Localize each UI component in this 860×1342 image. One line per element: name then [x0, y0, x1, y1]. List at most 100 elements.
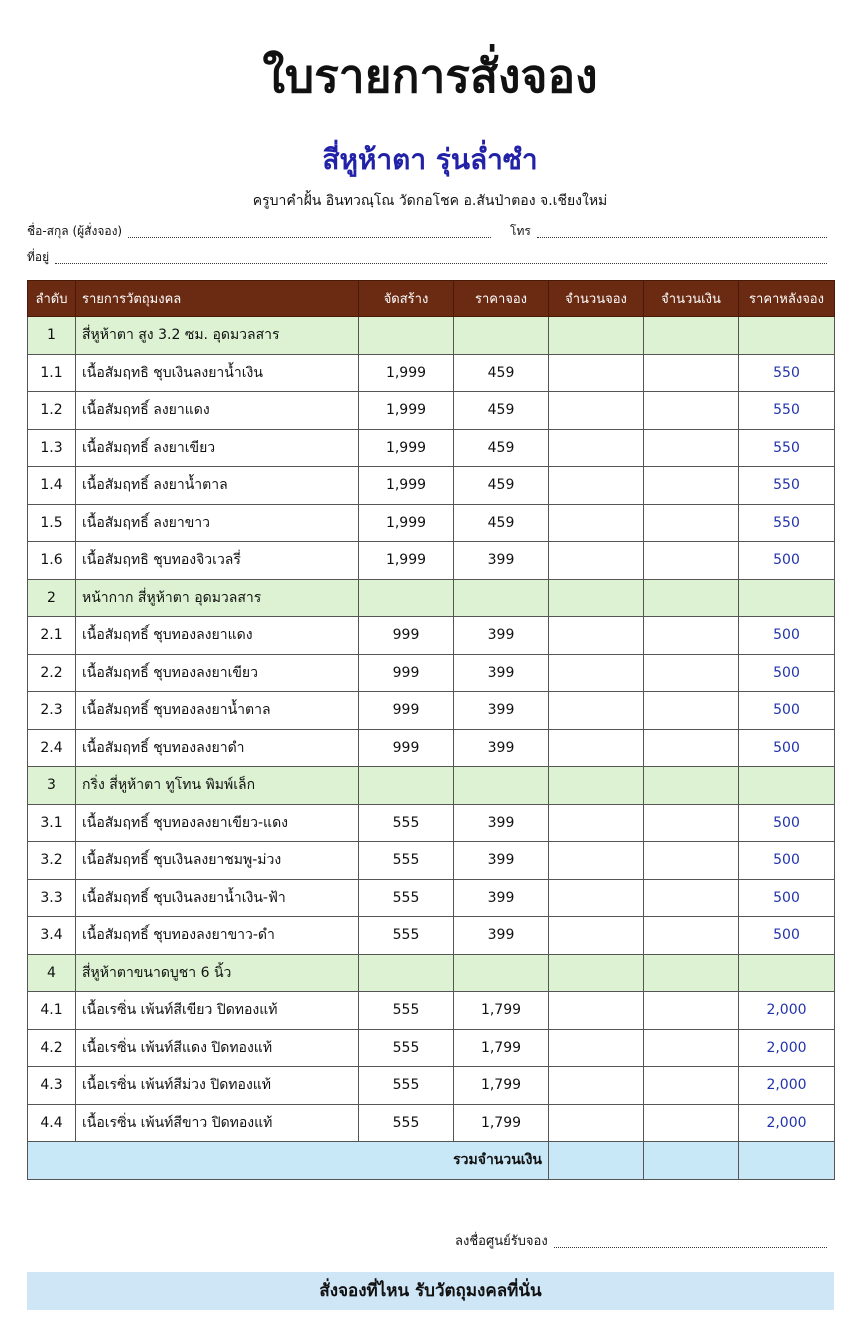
total-cell[interactable]	[738, 1141, 835, 1180]
signature-field[interactable]: ลงชื่อศูนย์รับจอง	[455, 1230, 833, 1251]
item-name: เนื้อสัมฤทธิ์ ชุบทองลงยาขาว-ดำ	[75, 916, 359, 955]
address-field[interactable]: ที่อยู่	[27, 248, 833, 267]
amount-cell[interactable]	[643, 803, 739, 842]
quantity-cell[interactable]	[548, 653, 644, 692]
quantity-cell[interactable]	[548, 916, 644, 955]
name-field[interactable]: ชื่อ-สกุล (ผู้สั่งจอง)	[27, 222, 497, 241]
amount-cell[interactable]	[643, 841, 739, 880]
booking-price: 459	[453, 353, 549, 392]
amount-cell[interactable]	[643, 503, 739, 542]
amount-cell[interactable]	[643, 353, 739, 392]
name-label: ชื่อ-สกุล (ผู้สั่งจอง)	[27, 224, 123, 238]
amount-cell[interactable]	[643, 578, 739, 617]
table-row: 2.1 เนื้อสัมฤทธิ์ ชุบทองลงยาแดง 999 399 500	[27, 616, 835, 655]
amount-cell[interactable]	[643, 316, 739, 355]
item-number: 4.1	[27, 991, 76, 1030]
quantity-cell[interactable]	[548, 503, 644, 542]
quantity-cell[interactable]	[548, 878, 644, 917]
quantity-cell[interactable]	[548, 541, 644, 580]
group-row: 4 สี่หูห้าตาขนาดบูชา 6 นิ้ว	[27, 953, 835, 992]
item-name: เนื้อสัมฤทธิ์ ชุบทองลงยาแดง	[75, 616, 359, 655]
total-cell[interactable]	[548, 1141, 644, 1180]
amount-cell[interactable]	[643, 766, 739, 805]
item-number: 2	[27, 578, 76, 617]
booking-price: 399	[453, 803, 549, 842]
amount-cell[interactable]	[643, 953, 739, 992]
amount-cell[interactable]	[643, 991, 739, 1030]
booking-price: 399	[453, 653, 549, 692]
total-cell[interactable]	[643, 1141, 739, 1180]
address-label: ที่อยู่	[27, 250, 50, 264]
made-count	[358, 953, 454, 992]
booking-price: 459	[453, 503, 549, 542]
item-number: 2.4	[27, 728, 76, 767]
address-input-line[interactable]	[55, 262, 827, 264]
quantity-cell[interactable]	[548, 766, 644, 805]
amount-cell[interactable]	[643, 1103, 739, 1142]
quantity-cell[interactable]	[548, 728, 644, 767]
quantity-cell[interactable]	[548, 391, 644, 430]
quantity-cell[interactable]	[548, 803, 644, 842]
column-header: จำนวนเงิน	[643, 280, 739, 317]
name-input-line[interactable]	[128, 236, 491, 238]
booking-price: 399	[453, 541, 549, 580]
item-name: เนื้อเรซิ่น เพ้นท์สีแดง ปิดทองแท้	[75, 1028, 359, 1067]
made-count: 555	[358, 991, 454, 1030]
item-number: 1.4	[27, 466, 76, 505]
amount-cell[interactable]	[643, 916, 739, 955]
amount-cell[interactable]	[643, 1066, 739, 1105]
amount-cell[interactable]	[643, 653, 739, 692]
quantity-cell[interactable]	[548, 991, 644, 1030]
amount-cell[interactable]	[643, 391, 739, 430]
amount-cell[interactable]	[643, 466, 739, 505]
signature-line[interactable]	[553, 1246, 827, 1248]
quantity-cell[interactable]	[548, 841, 644, 880]
booking-price: 1,799	[453, 1066, 549, 1105]
booking-price: 1,799	[453, 1103, 549, 1142]
item-name: เนื้อสัมฤทธิ ชุบทองจิวเวลรี่	[75, 541, 359, 580]
item-number: 2.2	[27, 653, 76, 692]
table-row: 1.2 เนื้อสัมฤทธิ์ ลงยาแดง 1,999 459 550	[27, 391, 835, 430]
amount-cell[interactable]	[643, 878, 739, 917]
amount-cell[interactable]	[643, 728, 739, 767]
column-header: ราคาจอง	[453, 280, 549, 317]
quantity-cell[interactable]	[548, 953, 644, 992]
made-count: 999	[358, 616, 454, 655]
quantity-cell[interactable]	[548, 616, 644, 655]
quantity-cell[interactable]	[548, 1066, 644, 1105]
amount-cell[interactable]	[643, 541, 739, 580]
item-number: 3.3	[27, 878, 76, 917]
booking-price	[453, 578, 549, 617]
table-row: 3.4 เนื้อสัมฤทธิ์ ชุบทองลงยาขาว-ดำ 555 399 5…	[27, 916, 835, 955]
quantity-cell[interactable]	[548, 691, 644, 730]
made-count: 555	[358, 878, 454, 917]
quantity-cell[interactable]	[548, 1103, 644, 1142]
made-count: 1,999	[358, 541, 454, 580]
quantity-cell[interactable]	[548, 316, 644, 355]
table-row: 3.3 เนื้อสัมฤทธิ์ ชุบเงินลงยาน้ำเงิน-ฟ้า 5…	[27, 878, 835, 917]
quantity-cell[interactable]	[548, 578, 644, 617]
table-row: 1.6 เนื้อสัมฤทธิ ชุบทองจิวเวลรี่ 1,999 399 5…	[27, 541, 835, 580]
after-price: 550	[738, 466, 835, 505]
total-label: รวมจำนวนเงิน	[27, 1141, 549, 1180]
after-price: 500	[738, 653, 835, 692]
amount-cell[interactable]	[643, 691, 739, 730]
phone-input-line[interactable]	[536, 236, 827, 238]
amount-cell[interactable]	[643, 1028, 739, 1067]
page-title: ใบรายการสั่งจอง	[262, 49, 598, 103]
quantity-cell[interactable]	[548, 428, 644, 467]
signature-label: ลงชื่อศูนย์รับจอง	[455, 1234, 548, 1249]
phone-field[interactable]: โทร	[510, 222, 833, 241]
made-count	[358, 578, 454, 617]
amount-cell[interactable]	[643, 428, 739, 467]
quantity-cell[interactable]	[548, 1028, 644, 1067]
amount-cell[interactable]	[643, 616, 739, 655]
group-row: 1 สี่หูห้าตา สูง 3.2 ซม. อุดมวลสาร	[27, 316, 835, 355]
quantity-cell[interactable]	[548, 466, 644, 505]
phone-label: โทร	[510, 224, 531, 238]
quantity-cell[interactable]	[548, 353, 644, 392]
organization-line: ครูบาคำฝั้น อินทวณฺโณ วัดกอโชค อ.สันป่าต…	[252, 193, 608, 209]
made-count: 555	[358, 1066, 454, 1105]
table-row: 2.4 เนื้อสัมฤทธิ์ ชุบทองลงยาดำ 999 399 500	[27, 728, 835, 767]
footer-banner: สั่งจองที่ไหน รับวัตถุมงคลที่นั่น	[27, 1272, 834, 1310]
